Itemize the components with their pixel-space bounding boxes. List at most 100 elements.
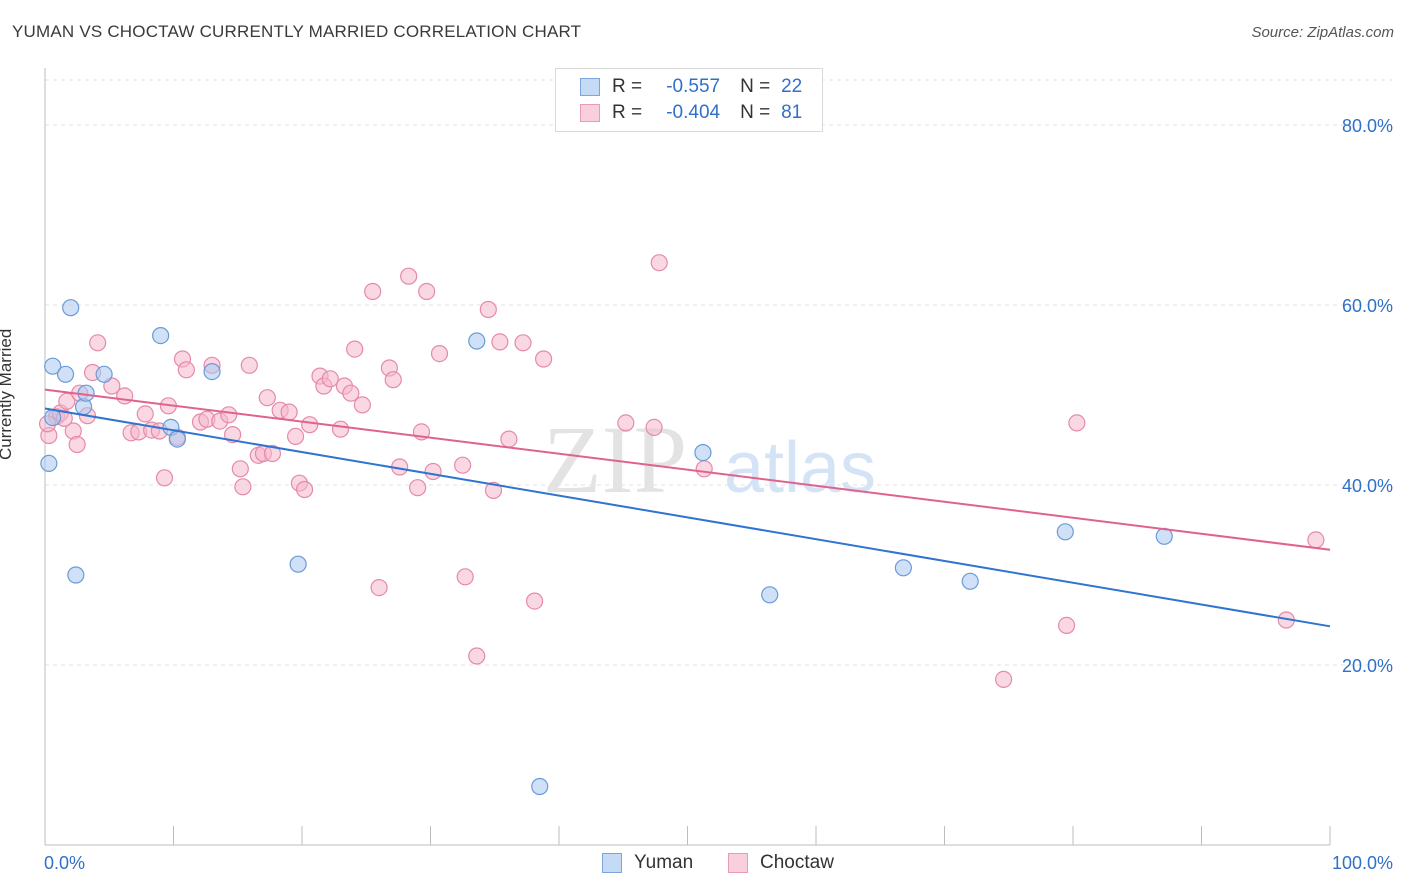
yuman-point (203, 363, 221, 381)
yuman-point (44, 408, 62, 427)
yuman-point (1056, 523, 1074, 541)
legend-item-yuman: Yuman (602, 852, 693, 874)
choctaw-point (500, 430, 518, 448)
legend-swatch-yuman (602, 853, 622, 873)
choctaw-point (234, 478, 252, 496)
source-label: Source: ZipAtlas.com (1251, 24, 1394, 41)
trend-line-yuman (44, 407, 1331, 628)
choctaw-point (418, 282, 436, 301)
yuman-point (95, 365, 113, 383)
yuman-point (961, 572, 979, 590)
choctaw-point (1057, 616, 1076, 635)
choctaw-point (342, 384, 360, 402)
choctaw-point (240, 356, 258, 374)
choctaw-point (695, 460, 713, 478)
watermark: ZIP atlas (543, 406, 876, 513)
yuman-point (44, 357, 62, 375)
legend-r-label: R = (612, 102, 643, 123)
choctaw-point (155, 469, 174, 487)
choctaw-point (456, 568, 474, 586)
legend-r-label: R = (612, 76, 643, 97)
choctaw-point (364, 282, 382, 301)
series-legend: Yuman Choctaw (0, 852, 1406, 876)
legend-item-choctaw: Choctaw (728, 852, 834, 874)
choctaw-point (286, 427, 305, 445)
choctaw-point (645, 418, 663, 436)
legend-r-value: -0.404 (666, 102, 721, 123)
correlation-legend: R = -0.557 N = 22 R = -0.404 N = 81 (555, 68, 823, 132)
choctaw-point (479, 300, 497, 319)
choctaw-point (295, 480, 314, 499)
legend-n-value: 22 (781, 76, 803, 97)
choctaw-point (331, 420, 350, 438)
choctaw-point (89, 334, 107, 352)
choctaw-point (617, 414, 635, 432)
y-tick-label: 60.0% (1342, 296, 1393, 316)
y-tick-label: 40.0% (1342, 476, 1393, 496)
x-tick-label: 0.0% (44, 853, 85, 873)
yuman-point (761, 586, 779, 604)
yuman-point (56, 365, 75, 383)
choctaw-point (68, 435, 86, 454)
choctaw-point (263, 444, 282, 463)
series-choctaw-points (38, 254, 1325, 689)
legend-n-label: N = (740, 76, 771, 97)
choctaw-point (346, 340, 364, 358)
choctaw-point (301, 416, 319, 434)
chart-title: YUMAN VS CHOCTAW CURRENTLY MARRIED CORRE… (12, 22, 582, 41)
choctaw-point (177, 361, 195, 379)
choctaw-point (514, 334, 532, 352)
yuman-point (168, 430, 186, 448)
choctaw-point (424, 462, 442, 481)
choctaw-point (136, 405, 154, 423)
y-tick-label: 80.0% (1342, 116, 1393, 136)
yuman-point (62, 299, 80, 317)
choctaw-point (1307, 531, 1325, 549)
choctaw-point (321, 370, 339, 388)
choctaw-point (220, 406, 238, 424)
yuman-point (289, 555, 307, 573)
yuman-point (152, 327, 170, 345)
choctaw-point (409, 479, 427, 497)
x-tick-label: 100.0% (1332, 853, 1393, 873)
yuman-point (694, 444, 712, 462)
legend-n-value: 81 (781, 102, 803, 123)
yuman-point (468, 332, 486, 350)
legend-swatch-choctaw (728, 853, 748, 873)
trend-lines (44, 388, 1331, 628)
axes (44, 68, 1331, 846)
choctaw-point (484, 481, 503, 499)
watermark-atlas: atlas (724, 428, 876, 508)
choctaw-point (430, 345, 449, 363)
trend-line-choctaw (44, 388, 1331, 551)
yuman-point (67, 566, 85, 584)
choctaw-point (258, 389, 276, 407)
choctaw-point (650, 254, 668, 272)
choctaw-point (116, 387, 134, 405)
legend-label-choctaw: Choctaw (760, 852, 834, 873)
choctaw-point (491, 333, 509, 351)
choctaw-point (400, 267, 418, 285)
legend-label-yuman: Yuman (634, 852, 694, 873)
legend-swatch-yuman (580, 78, 600, 96)
choctaw-point (231, 460, 249, 478)
yuman-point (531, 777, 549, 796)
choctaw-point (353, 396, 371, 414)
choctaw-point (995, 670, 1013, 689)
choctaw-point (534, 350, 553, 368)
choctaw-point (525, 592, 544, 610)
yuman-point (894, 559, 912, 577)
series-yuman-points (40, 299, 1173, 796)
choctaw-point (454, 456, 472, 474)
tick-labels: 20.0% 40.0% 60.0% 80.0% 0.0% 100.0% (44, 116, 1393, 873)
legend-row-choctaw: R = -0.404 N = 81 (580, 101, 802, 125)
legend-row-yuman: R = -0.557 N = 22 (580, 75, 802, 99)
choctaw-point (224, 426, 242, 444)
legend-swatch-choctaw (580, 104, 600, 122)
y-tick-label: 20.0% (1342, 656, 1393, 676)
choctaw-point (280, 403, 298, 421)
choctaw-point (384, 371, 402, 389)
watermark-zip: ZIP (543, 406, 687, 513)
choctaw-point (370, 578, 388, 597)
